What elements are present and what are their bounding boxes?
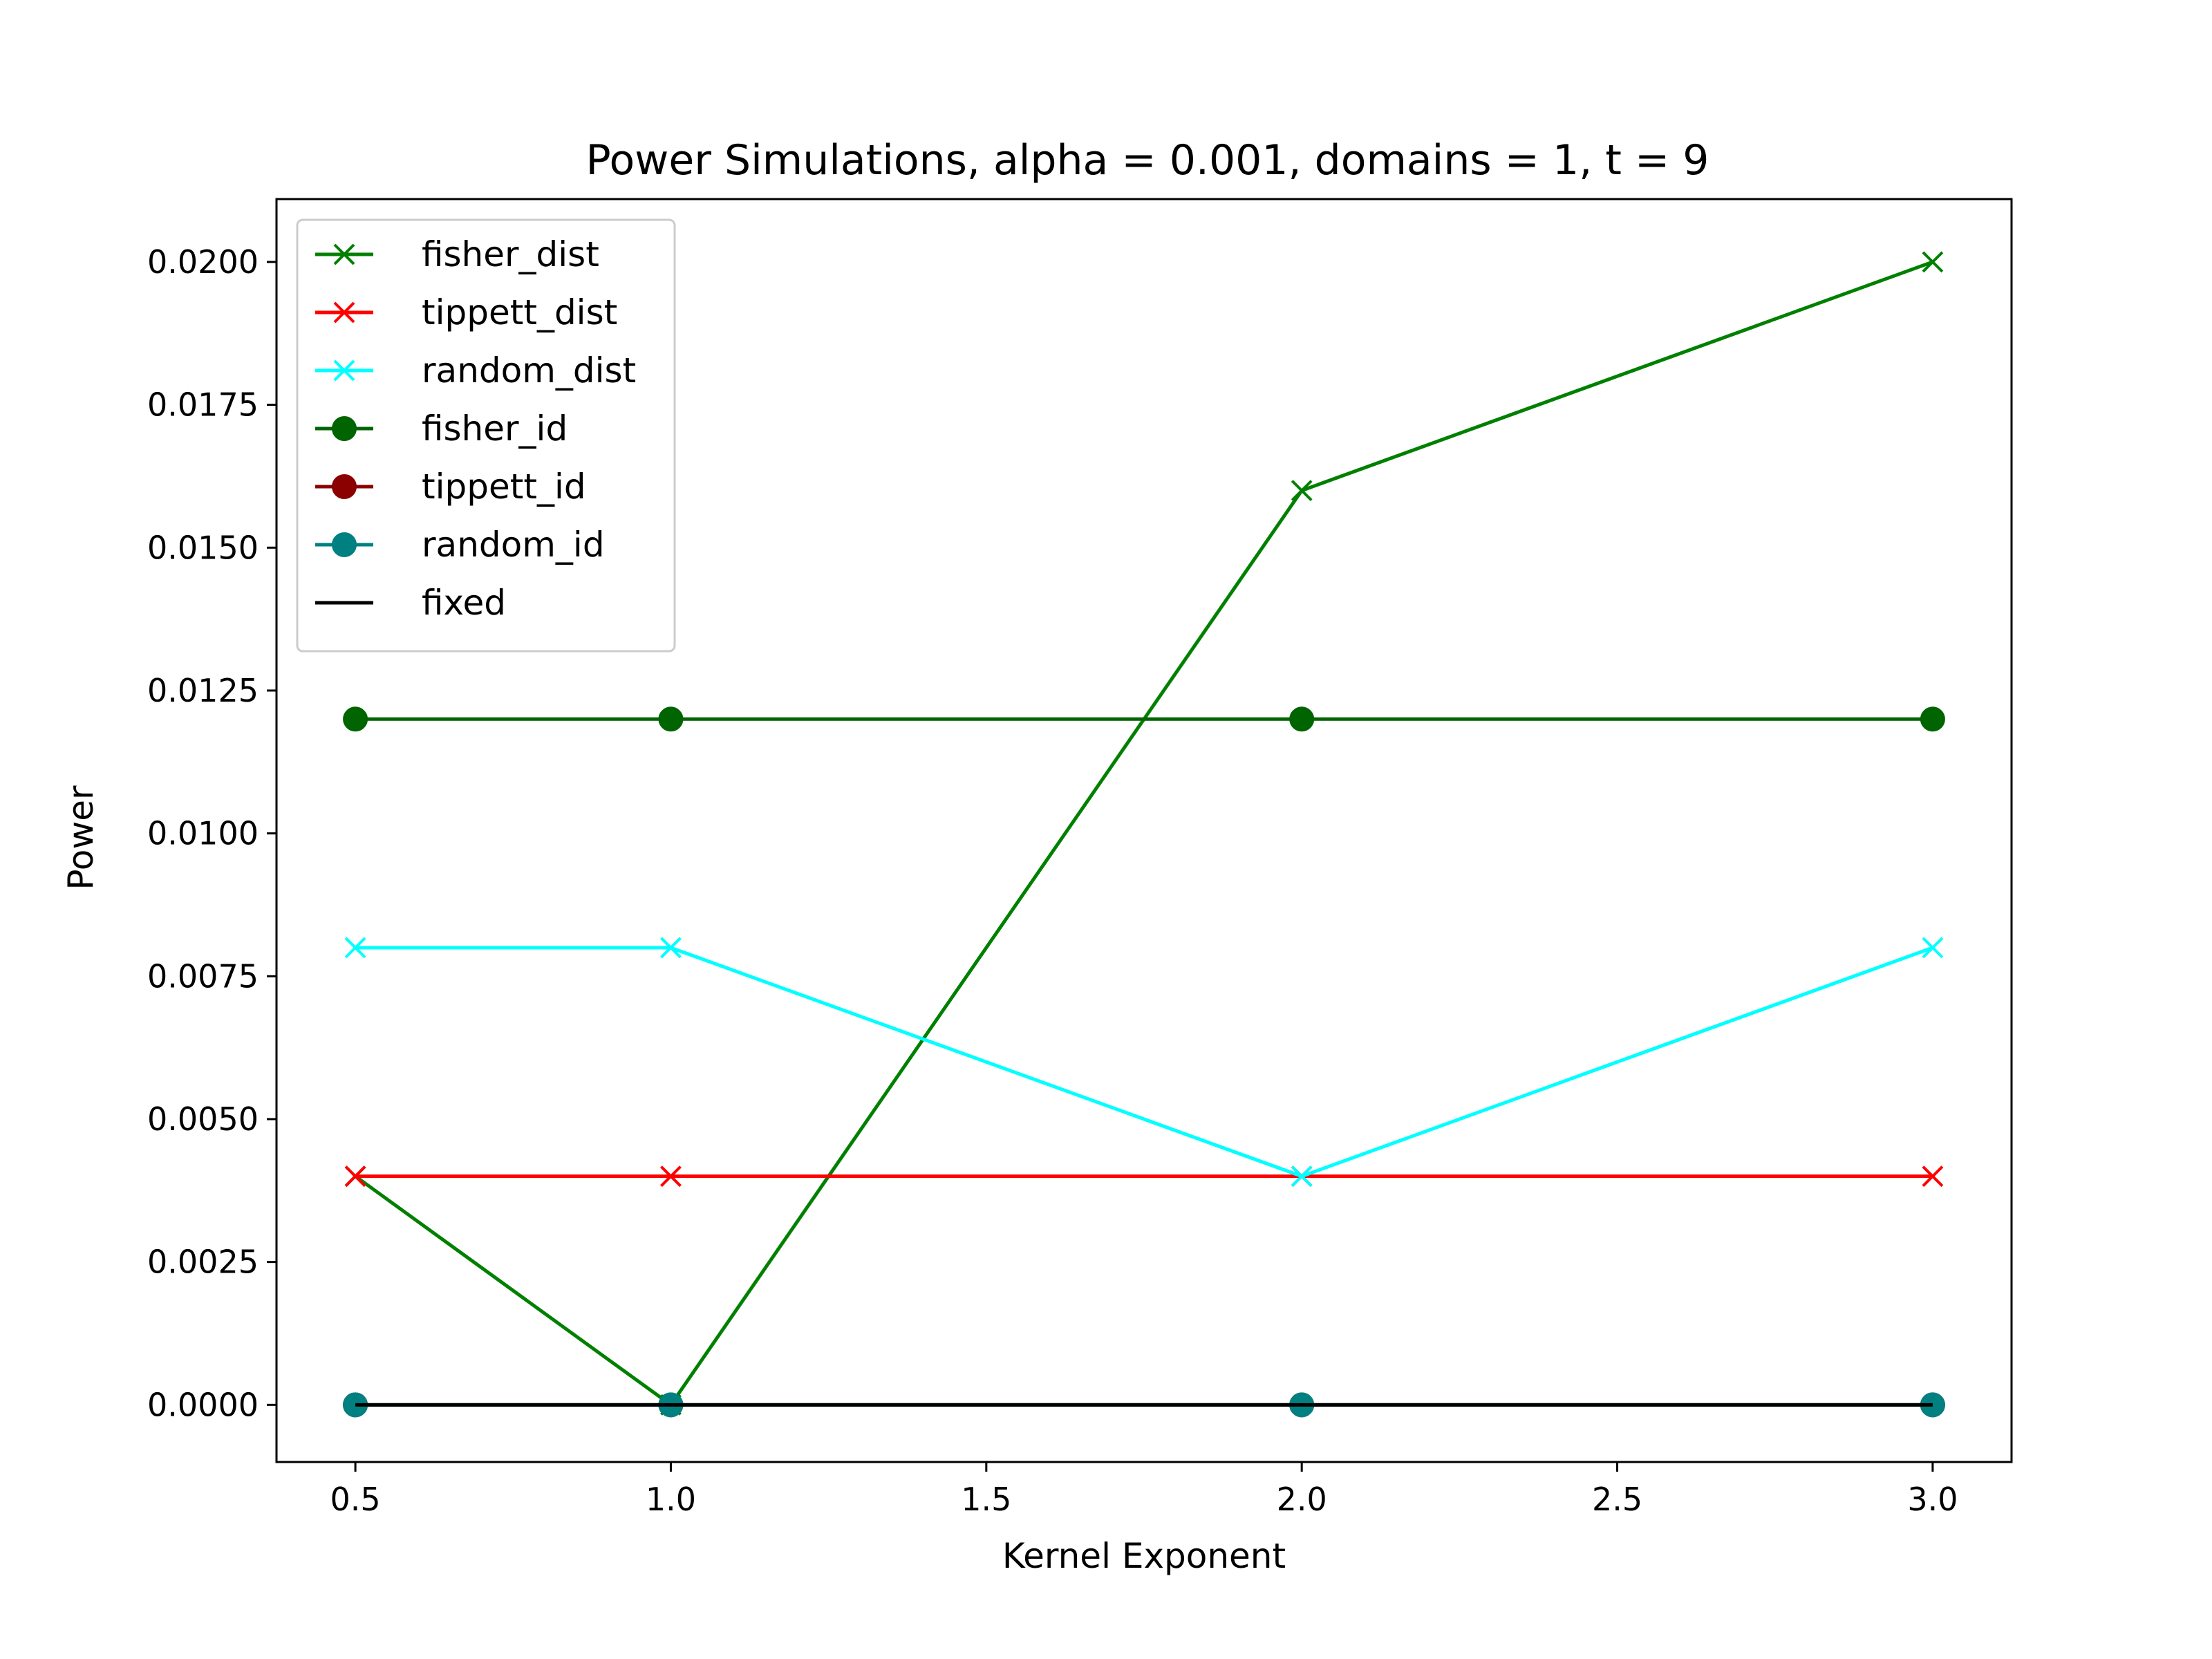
series-line-random_dist bbox=[355, 946, 1933, 1179]
legend-marker bbox=[333, 243, 355, 265]
data-point-tippett_dist bbox=[660, 1165, 682, 1188]
legend: fisher_dist tippett_dist random_distfisher… bbox=[296, 218, 676, 653]
legend-label: random_id bbox=[422, 525, 605, 565]
y-axis-label: Power bbox=[61, 785, 101, 890]
legend-marker bbox=[333, 301, 355, 324]
legend-label: tippett_dist bbox=[422, 292, 617, 332]
x-axis-label: Kernel Exponent bbox=[1002, 1536, 1286, 1576]
x-tick-label: 1.0 bbox=[646, 1481, 696, 1518]
legend-entry-fisher_id: fisher_id bbox=[315, 409, 568, 449]
y-tick-label: 0.0050 bbox=[147, 1100, 259, 1138]
y-tick-label: 0.0150 bbox=[147, 529, 259, 566]
y-tick-label: 0.0175 bbox=[147, 386, 259, 424]
data-point-fisher_id bbox=[1920, 706, 1945, 732]
data-point-fisher_id bbox=[343, 706, 368, 732]
data-point-random_dist bbox=[344, 937, 366, 959]
data-point-fisher_dist bbox=[1922, 251, 1944, 273]
legend-marker bbox=[332, 474, 357, 499]
y-tick-label: 0.0125 bbox=[147, 672, 259, 709]
legend-label: fisher_dist bbox=[422, 234, 599, 274]
data-point-tippett_dist bbox=[1922, 1165, 1944, 1188]
data-point-random_dist bbox=[1922, 937, 1944, 959]
data-point-fisher_id bbox=[1289, 706, 1315, 732]
legend-entry-random_dist: random_dist bbox=[315, 350, 636, 391]
legend-label: fisher_id bbox=[422, 409, 568, 449]
legend-box bbox=[296, 218, 676, 653]
legend-entry-fixed: fixed bbox=[315, 583, 506, 623]
y-tick-label: 0.0025 bbox=[147, 1244, 259, 1281]
x-tick-label: 1.5 bbox=[961, 1481, 1011, 1518]
x-axis: 0.5 1.0 1.5 2.0 2.5 3.0 bbox=[330, 1462, 1958, 1518]
data-point-random_dist bbox=[1291, 1165, 1313, 1188]
legend-entry-random_id: random_id bbox=[315, 525, 605, 565]
y-tick-label: 0.0000 bbox=[147, 1386, 259, 1423]
data-point-fisher_dist bbox=[1291, 480, 1313, 502]
legend-entry-tippett_id: tippett_id bbox=[315, 467, 586, 507]
x-tick-label: 3.0 bbox=[1907, 1481, 1958, 1518]
x-tick-label: 2.5 bbox=[1592, 1481, 1642, 1518]
legend-label: fixed bbox=[422, 583, 506, 623]
legend-marker bbox=[332, 532, 357, 557]
legend-label: random_dist bbox=[422, 350, 636, 391]
x-tick-label: 2.0 bbox=[1277, 1481, 1327, 1518]
plot-frame bbox=[275, 198, 2013, 1463]
y-tick-label: 0.0100 bbox=[147, 815, 259, 852]
y-axis: 0.0000 0.0025 0.0050 0.0075 0.0100 0.0125 0.01… bbox=[147, 243, 276, 1423]
series-layer bbox=[343, 251, 1945, 1418]
data-point-fisher_id bbox=[658, 706, 684, 732]
data-point-tippett_dist bbox=[344, 1165, 366, 1188]
legend-label: tippett_id bbox=[422, 467, 586, 507]
y-tick-label: 0.0075 bbox=[147, 957, 259, 995]
series-line-fisher_dist bbox=[354, 260, 1933, 1407]
series-random_dist bbox=[344, 937, 1944, 1188]
y-tick-label: 0.0200 bbox=[147, 243, 259, 281]
legend-marker bbox=[333, 359, 355, 382]
x-tick-label: 0.5 bbox=[330, 1481, 381, 1518]
data-point-random_dist bbox=[660, 937, 682, 959]
series-fisher_id bbox=[343, 706, 1945, 732]
legend-entry-tippett_dist: tippett_dist bbox=[315, 292, 617, 332]
legend-marker bbox=[332, 416, 357, 441]
legend-entry-fisher_dist: fisher_dist bbox=[315, 234, 599, 274]
chart-title: Power Simulations, alpha = 0.001, domain… bbox=[586, 136, 1709, 185]
